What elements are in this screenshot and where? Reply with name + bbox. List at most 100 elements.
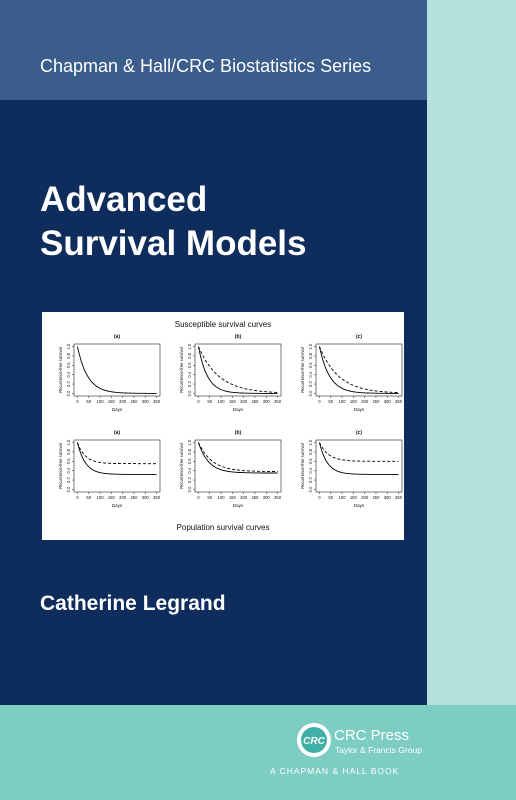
y-tick-label: 0.6 (187, 458, 192, 464)
publisher-imprint: A CHAPMAN & HALL BOOK (270, 766, 400, 776)
x-tick-label: 300 (263, 399, 271, 404)
y-tick-label: 0.6 (308, 458, 313, 464)
publisher-band (0, 705, 516, 800)
x-tick-label: 350 (395, 399, 403, 404)
x-tick-label: 0 (318, 495, 321, 500)
side-strip (427, 0, 516, 705)
curve-dashed (76, 442, 157, 465)
y-tick-label: 0.4 (187, 371, 192, 377)
y-tick-label: 0.2 (66, 380, 71, 386)
x-axis-label: Days (354, 407, 365, 412)
x-axis-label: Days (354, 503, 365, 508)
y-tick-label: 0.2 (308, 476, 313, 482)
x-axis-label: Days (112, 503, 123, 508)
panel-label: (c) (356, 430, 362, 436)
curve (318, 346, 399, 394)
y-tick-label: 0.2 (187, 476, 192, 482)
plot-frame (315, 439, 403, 493)
x-tick-label: 200 (240, 495, 248, 500)
figure-title: Population survival curves (177, 523, 270, 532)
x-axis-label: Days (233, 503, 244, 508)
x-tick-label: 250 (251, 399, 259, 404)
logo-text: CRC (303, 736, 325, 747)
plot-frame (194, 439, 282, 493)
curve-dashed (318, 346, 399, 394)
x-tick-label: 50 (86, 399, 91, 404)
y-tick-label: 1.0 (308, 439, 313, 445)
figure-title: Susceptible survival curves (175, 320, 271, 329)
x-tick-label: 350 (153, 399, 161, 404)
curve-dashed (198, 442, 278, 472)
x-tick-label: 100 (339, 399, 347, 404)
panel-label: (a) (114, 430, 120, 436)
curve (197, 346, 278, 394)
x-tick-label: 50 (86, 495, 91, 500)
x-tick-label: 0 (76, 399, 79, 404)
y-tick-label: 0.0 (66, 486, 71, 492)
x-tick-label: 200 (240, 399, 248, 404)
y-tick-label: 0.8 (66, 448, 71, 454)
y-tick-label: 1.0 (187, 343, 192, 349)
x-tick-label: 0 (318, 399, 321, 404)
y-tick-label: 0.8 (308, 448, 313, 454)
x-tick-label: 0 (197, 495, 200, 500)
plot-frame (73, 439, 161, 493)
x-tick-label: 150 (350, 495, 358, 500)
x-tick-label: 200 (119, 399, 127, 404)
x-tick-label: 150 (350, 399, 358, 404)
x-tick-label: 100 (97, 399, 105, 404)
y-tick-label: 0.6 (187, 362, 192, 368)
x-axis-label: Days (112, 407, 123, 412)
author: Catherine Legrand (40, 592, 226, 615)
curve (318, 442, 399, 475)
curve (76, 442, 157, 475)
curve-dashed (197, 346, 278, 393)
figure: Susceptible survival curves Population su… (42, 312, 404, 540)
x-tick-label: 350 (274, 495, 282, 500)
y-axis-label: Recurrence-free survival (300, 347, 305, 393)
x-tick-label: 150 (108, 399, 116, 404)
y-tick-label: 0.4 (308, 371, 313, 377)
x-tick-label: 150 (108, 495, 116, 500)
x-tick-label: 50 (207, 495, 212, 500)
y-tick-label: 1.0 (66, 343, 71, 349)
y-tick-label: 1.0 (187, 439, 192, 445)
x-tick-label: 250 (372, 399, 380, 404)
plot-frame (315, 343, 403, 397)
y-tick-label: 0.4 (66, 467, 71, 473)
x-tick-label: 50 (328, 495, 333, 500)
x-tick-label: 300 (142, 495, 150, 500)
x-tick-label: 350 (395, 495, 403, 500)
x-tick-label: 100 (218, 399, 226, 404)
panel-label: (c) (356, 334, 362, 340)
y-axis-label: Recurrence-free survival (179, 347, 184, 393)
y-tick-label: 0.6 (308, 362, 313, 368)
y-tick-label: 0.2 (66, 476, 71, 482)
x-tick-label: 100 (339, 495, 347, 500)
curve (197, 442, 278, 474)
series-band (0, 0, 427, 100)
x-tick-label: 200 (119, 495, 127, 500)
panel-label: (b) (235, 334, 242, 340)
y-tick-label: 0.0 (308, 486, 313, 492)
series-name: Chapman & Hall/CRC Biostatistics Series (40, 56, 372, 76)
x-tick-label: 50 (207, 399, 212, 404)
y-tick-label: 1.0 (308, 343, 313, 349)
x-axis-label: Days (233, 407, 244, 412)
panel-label: (a) (114, 334, 120, 340)
y-tick-label: 0.4 (187, 467, 192, 473)
x-tick-label: 200 (361, 495, 369, 500)
x-tick-label: 150 (229, 495, 237, 500)
y-tick-label: 0.8 (308, 352, 313, 358)
y-tick-label: 0.8 (66, 352, 71, 358)
y-tick-label: 0.8 (187, 448, 192, 454)
y-axis-label: Recurrence-free survival (300, 443, 305, 489)
x-tick-label: 300 (263, 495, 271, 500)
y-tick-label: 1.0 (66, 439, 71, 445)
y-tick-label: 0.0 (187, 486, 192, 492)
x-tick-label: 250 (130, 399, 138, 404)
publisher-logo: CRC (297, 723, 331, 757)
x-tick-label: 100 (97, 495, 105, 500)
y-tick-label: 0.0 (66, 390, 71, 396)
y-tick-label: 0.2 (308, 380, 313, 386)
